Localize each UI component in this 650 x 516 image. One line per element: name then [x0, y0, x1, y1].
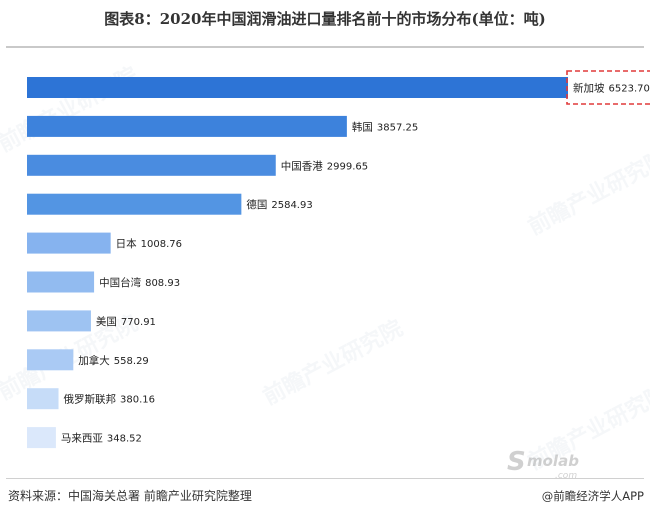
bar-10 — [27, 427, 56, 449]
bar-5 — [27, 232, 111, 254]
chart-title: 图表8：2020年中国润滑油进口量排名前十的市场分布(单位：吨) — [104, 10, 546, 28]
bar-value-label: 808.93 — [145, 278, 180, 289]
bar-chart: 新加坡 6523.70 韩国 3857.25 中国香港 2999.65 德国 2584.93 日… — [27, 70, 650, 449]
bar-value-label: 2999.65 — [327, 161, 368, 172]
bar-category-label: 新加坡 — [573, 82, 605, 95]
footer-divider — [6, 478, 644, 479]
bar-category-label: 俄罗斯联邦 — [64, 393, 117, 406]
bar-value-label: 380.16 — [120, 395, 155, 406]
bar-category-label: 德国 — [246, 198, 267, 211]
bar-value-label: 1008.76 — [141, 239, 182, 250]
bar-1 — [27, 77, 568, 98]
bar-category-label: 美国 — [96, 315, 117, 328]
bar-category-label: 马来西亚 — [61, 433, 103, 445]
bar-3 — [27, 154, 276, 176]
title-divider — [6, 46, 644, 48]
app-credit: @前瞻经济学人APP — [541, 489, 644, 503]
bar-4 — [27, 193, 242, 215]
highlight-box — [566, 70, 650, 105]
bar-value-label: 6523.70 — [609, 84, 650, 95]
bar-value-label: 770.91 — [121, 317, 156, 328]
bar-9 — [27, 388, 59, 410]
bar-category-label: 加拿大 — [78, 354, 110, 367]
bar-8 — [27, 349, 74, 371]
bar-6 — [27, 271, 95, 293]
bar-value-label: 348.52 — [107, 434, 142, 445]
source-note: 资料来源：中国海关总署 前瞻产业研究院整理 — [8, 489, 252, 503]
bar-2 — [27, 115, 347, 137]
bar-category-label: 中国台湾 — [99, 276, 141, 289]
bar-value-label: 3857.25 — [377, 122, 418, 133]
bar-value-label: 2584.93 — [271, 200, 312, 211]
bar-7 — [27, 310, 91, 332]
bar-category-label: 韩国 — [352, 120, 373, 133]
bar-value-label: 558.29 — [114, 356, 149, 367]
bar-category-label: 中国香港 — [281, 159, 323, 172]
bar-category-label: 日本 — [116, 237, 137, 250]
